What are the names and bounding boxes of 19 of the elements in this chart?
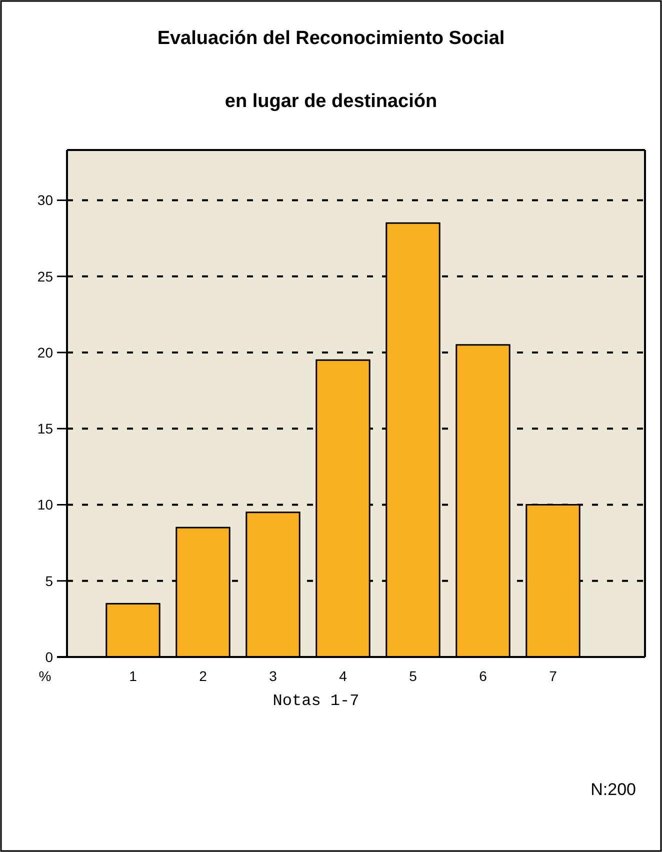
x-tick-label: 1 [129,668,138,684]
chart-subtitle: en lugar de destinación [224,91,438,112]
text: N:200 [590,780,636,799]
x-tick-label: 2 [199,668,208,684]
x-axis-title: Notas 1-7 [272,692,360,710]
x-tick-label: 3 [269,668,278,684]
y-tick-label: 0 [45,648,54,665]
y-tick-label: 30 [37,192,54,208]
x-tick-label: 7 [549,668,558,684]
y-tick-label: 10 [37,496,54,513]
y-axis-title: % [38,668,52,684]
chart-title: Evaluación del Reconocimiento Social [157,28,505,49]
y-tick-label: 15 [37,420,54,437]
x-tick-label: 4 [339,668,348,684]
y-tick-label: 20 [37,344,54,360]
x-tick-label: 6 [479,668,488,684]
x-tick-label: 5 [409,668,418,684]
y-tick-label: 5 [45,572,54,589]
y-tick-label: 25 [37,268,54,284]
